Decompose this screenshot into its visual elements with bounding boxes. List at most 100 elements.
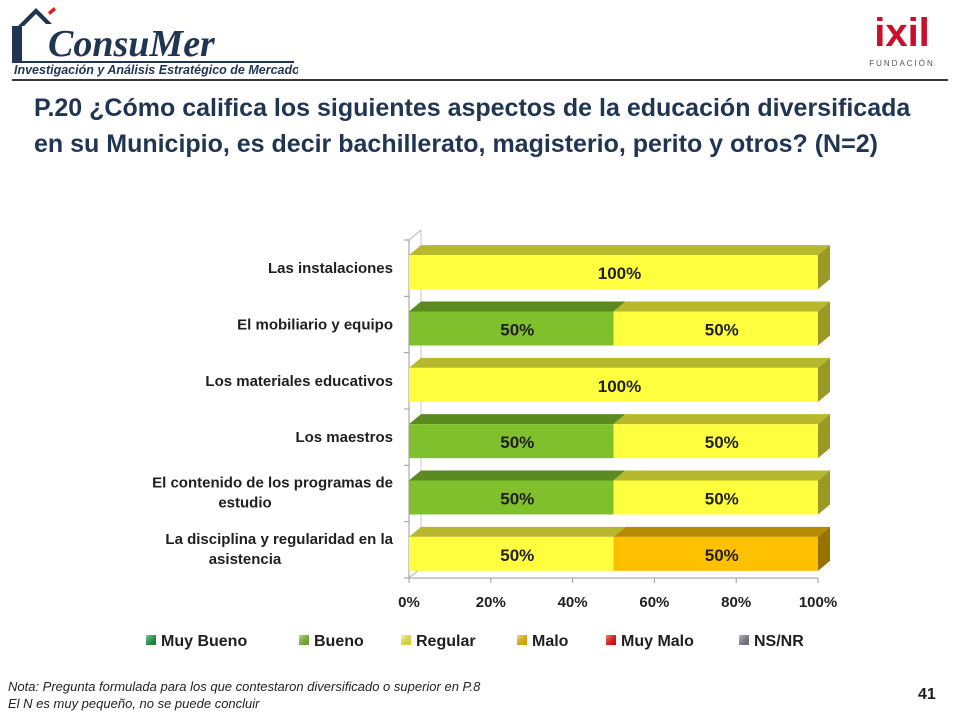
x-tick-label: 60% xyxy=(639,594,669,611)
bar-value-label: 100% xyxy=(598,377,641,396)
bar-segment: 50% xyxy=(409,526,626,571)
bar-value-label: 50% xyxy=(705,546,739,565)
consumer-logo: ConsuMer Investigación y Análisis Estrat… xyxy=(8,4,307,78)
slide-title: P.20 ¿Cómo califica los siguientes aspec… xyxy=(34,94,911,158)
bar-top-face xyxy=(613,526,830,537)
legend-item: Regular xyxy=(401,633,476,650)
partner-name: ixil xyxy=(874,11,930,55)
bar-front-face xyxy=(409,536,614,571)
legend-label: Muy Bueno xyxy=(161,633,247,650)
x-tick-label: 80% xyxy=(721,594,751,611)
x-tick-label: 40% xyxy=(558,594,588,611)
bar-value-label: 100% xyxy=(598,264,641,283)
category-label: Los maestros xyxy=(295,429,393,446)
consumer-logo-mark: ConsuMer Investigación y Análisis Estrat… xyxy=(12,7,307,77)
legend-label: Muy Malo xyxy=(621,633,694,650)
bar-segment: 50% xyxy=(409,470,626,515)
category-label-line: estudio xyxy=(218,495,271,512)
bar-side-face xyxy=(818,357,830,402)
bar-segment: 50% xyxy=(613,526,830,571)
legend-swatch-shade xyxy=(401,635,411,645)
bar-segment: 50% xyxy=(613,470,830,515)
legend-item: Bueno xyxy=(299,633,364,650)
x-tick-label: 20% xyxy=(476,594,506,611)
bar-value-label: 50% xyxy=(500,321,534,340)
bar-top-face xyxy=(409,357,830,368)
bar-front-face xyxy=(409,424,614,459)
bar-segment: 50% xyxy=(613,301,830,346)
x-tick-label: 100% xyxy=(799,594,837,611)
bar-front-face xyxy=(613,424,818,459)
depth-edge-top xyxy=(408,229,422,241)
footnote-line-2: El N es muy pequeño, no se puede conclui… xyxy=(8,696,260,711)
category-labels: Las instalaciones El mobiliario y equipo L… xyxy=(152,260,394,568)
category-label: Los materiales educativos xyxy=(205,373,393,390)
legend-item: NS/NR xyxy=(739,633,804,650)
category-label: El mobiliario y equipo xyxy=(237,317,393,334)
footnote: Nota: Pregunta formulada para los que co… xyxy=(8,678,480,712)
legend-swatch-shade xyxy=(739,635,749,645)
legend-swatch-shade xyxy=(606,635,616,645)
header-divider xyxy=(12,79,948,81)
x-axis-ticks: 0% 20% 40% 60% 80% 100% xyxy=(398,578,837,611)
bar-side-face xyxy=(818,414,830,459)
bar-front-face xyxy=(409,255,818,290)
bar-top-face xyxy=(409,526,626,537)
bar-front-face xyxy=(613,311,818,346)
category-label-line: asistencia xyxy=(209,551,282,568)
category-label-line: El contenido de los programas de xyxy=(152,475,393,492)
chart-bars: 100% 50% 50% 100% 50% 50% 50% 50% 50% 50% xyxy=(409,245,830,571)
bar-value-label: 50% xyxy=(705,433,739,452)
bar-value-label: 50% xyxy=(500,490,534,509)
bar-side-face xyxy=(818,470,830,515)
bar-segment: 50% xyxy=(409,414,626,459)
bar-value-label: 50% xyxy=(705,490,739,509)
bar-front-face xyxy=(613,536,818,571)
category-label: El contenido de los programas de estudio xyxy=(152,475,393,512)
bar-top-face xyxy=(613,414,830,425)
x-tick-label: 0% xyxy=(398,594,420,611)
page-number: 41 xyxy=(918,686,936,703)
bar-top-face xyxy=(409,470,626,481)
category-label-line: La disciplina y regularidad en la xyxy=(165,531,393,548)
category-label: Las instalaciones xyxy=(268,260,393,277)
ixil-logo-mark: ixil FUNDACIÓN xyxy=(869,11,935,68)
bar-value-label: 50% xyxy=(500,433,534,452)
chart-legend: Muy Bueno Bueno Regular Malo Muy Malo NS/NR xyxy=(146,633,804,650)
legend-label: Regular xyxy=(416,633,476,650)
category-label: La disciplina y regularidad en la asisten… xyxy=(165,531,393,568)
bar-top-face xyxy=(613,470,830,481)
bar-side-face xyxy=(818,301,830,346)
brand-tagline: Investigación y Análisis Estratégico de … xyxy=(14,63,298,77)
brand-name: ConsuMer xyxy=(48,23,216,65)
bar-top-face xyxy=(409,301,626,312)
legend-item: Malo xyxy=(517,633,569,650)
footnote-line-1: Nota: Pregunta formulada para los que co… xyxy=(8,679,481,694)
bar-front-face xyxy=(409,311,614,346)
ixil-logo: ixil FUNDACIÓN xyxy=(862,10,942,72)
legend-swatch-shade xyxy=(146,635,156,645)
bar-value-label: 50% xyxy=(500,546,534,565)
bar-top-face xyxy=(613,301,830,312)
bar-side-face xyxy=(818,526,830,571)
bar-segment: 100% xyxy=(409,245,830,290)
legend-label: Malo xyxy=(532,633,569,650)
bar-side-face xyxy=(818,245,830,290)
legend-item: Muy Malo xyxy=(606,633,694,650)
bar-top-face xyxy=(409,414,626,425)
bar-front-face xyxy=(613,480,818,515)
bar-segment: 100% xyxy=(409,357,830,402)
legend-swatch-shade xyxy=(517,635,527,645)
legend-label: Bueno xyxy=(314,633,364,650)
bar-value-label: 50% xyxy=(705,321,739,340)
partner-sub: FUNDACIÓN xyxy=(869,59,935,68)
bar-front-face xyxy=(409,480,614,515)
bar-top-face xyxy=(409,245,830,256)
bar-front-face xyxy=(409,367,818,402)
legend-label: NS/NR xyxy=(754,633,804,650)
bar-segment: 50% xyxy=(409,301,626,346)
bar-segment: 50% xyxy=(613,414,830,459)
legend-item: Muy Bueno xyxy=(146,633,247,650)
legend-swatch-shade xyxy=(299,635,309,645)
